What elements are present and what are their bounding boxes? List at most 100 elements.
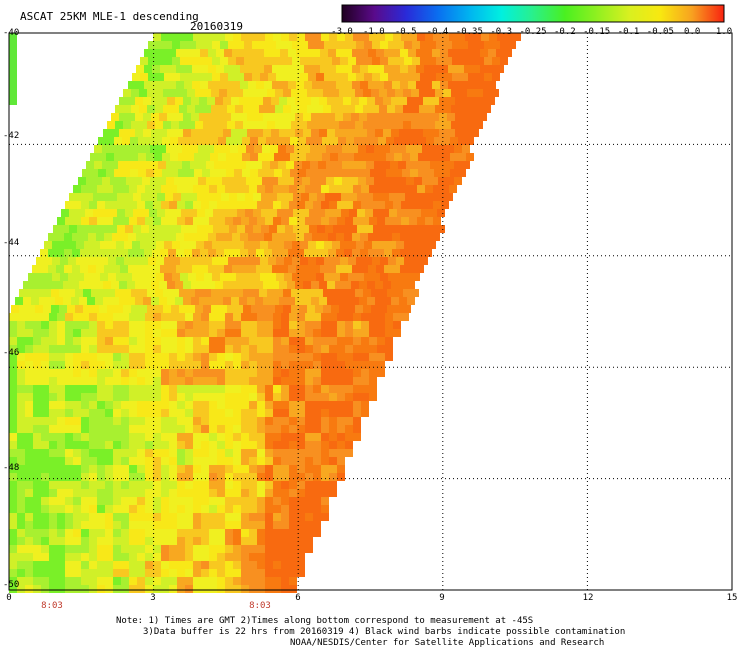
wind-cell bbox=[348, 257, 356, 265]
wind-cell bbox=[248, 81, 256, 89]
wind-cell bbox=[65, 577, 73, 585]
wind-cell bbox=[225, 537, 233, 545]
wind-cell bbox=[249, 313, 257, 321]
wind-cell bbox=[169, 321, 177, 329]
wind-cell bbox=[223, 281, 231, 289]
wind-cell bbox=[201, 561, 209, 569]
wind-cell bbox=[257, 497, 265, 505]
wind-cell bbox=[89, 521, 97, 529]
wind-cell bbox=[73, 569, 81, 577]
wind-cell bbox=[337, 369, 345, 377]
wind-cell bbox=[185, 441, 193, 449]
wind-cell bbox=[322, 153, 330, 161]
wind-cell bbox=[373, 209, 381, 217]
wind-cell bbox=[337, 337, 345, 345]
wind-cell bbox=[300, 241, 308, 249]
wind-cell bbox=[390, 177, 398, 185]
wind-cell bbox=[409, 201, 417, 209]
wind-cell bbox=[249, 457, 257, 465]
wind-cell bbox=[25, 393, 33, 401]
wind-cell bbox=[231, 113, 239, 121]
wind-cell bbox=[134, 161, 142, 169]
wind-cell bbox=[119, 97, 127, 105]
wind-cell bbox=[240, 233, 248, 241]
wind-cell bbox=[140, 273, 148, 281]
wind-cell bbox=[272, 49, 280, 57]
wind-cell bbox=[337, 201, 345, 209]
wind-cell bbox=[80, 249, 88, 257]
wind-cell bbox=[265, 409, 273, 417]
wind-cell bbox=[335, 129, 343, 137]
wind-cell bbox=[225, 521, 233, 529]
wind-cell bbox=[286, 145, 294, 153]
wind-cell bbox=[65, 521, 73, 529]
wind-cell bbox=[156, 241, 164, 249]
wind-cell bbox=[281, 337, 289, 345]
wind-cell bbox=[209, 321, 217, 329]
wind-cell bbox=[105, 505, 113, 513]
wind-cell bbox=[113, 417, 121, 425]
wind-cell bbox=[81, 417, 89, 425]
wind-cell bbox=[292, 257, 300, 265]
wind-cell bbox=[60, 257, 68, 265]
wind-cell bbox=[17, 513, 25, 521]
wind-cell bbox=[225, 569, 233, 577]
wind-cell bbox=[305, 505, 313, 513]
wind-cell bbox=[366, 177, 374, 185]
wind-cell bbox=[391, 281, 399, 289]
wind-cell bbox=[41, 489, 49, 497]
wind-cell bbox=[238, 177, 246, 185]
wind-cell bbox=[321, 481, 329, 489]
wind-cell bbox=[128, 265, 136, 273]
wind-cell bbox=[348, 273, 356, 281]
wind-cell bbox=[157, 209, 165, 217]
wind-cell bbox=[151, 129, 159, 137]
wind-cell bbox=[89, 369, 97, 377]
wind-cell bbox=[113, 345, 121, 353]
wind-cell bbox=[313, 369, 321, 377]
wind-cell bbox=[321, 473, 329, 481]
wind-cell bbox=[115, 121, 123, 129]
wind-cell bbox=[57, 353, 65, 361]
wind-cell bbox=[364, 57, 372, 65]
wind-cell bbox=[160, 81, 168, 89]
wind-cell bbox=[385, 201, 393, 209]
wind-cell bbox=[218, 137, 226, 145]
wind-cell bbox=[233, 513, 241, 521]
wind-cell bbox=[49, 529, 57, 537]
wind-cell bbox=[217, 537, 225, 545]
wind-cell bbox=[458, 137, 466, 145]
wind-cell bbox=[201, 201, 209, 209]
wind-cell bbox=[410, 153, 418, 161]
wind-cell bbox=[33, 337, 41, 345]
wind-cell bbox=[89, 393, 97, 401]
wind-cell bbox=[366, 161, 374, 169]
wind-cell bbox=[113, 473, 121, 481]
wind-cell bbox=[187, 121, 195, 129]
wind-cell bbox=[41, 385, 49, 393]
wind-cell bbox=[313, 425, 321, 433]
wind-cell bbox=[41, 409, 49, 417]
wind-cell bbox=[217, 409, 225, 417]
wind-cell bbox=[217, 425, 225, 433]
wind-cell bbox=[89, 353, 97, 361]
wind-cell bbox=[61, 209, 69, 217]
wind-cell bbox=[165, 193, 173, 201]
wind-cell bbox=[265, 481, 273, 489]
wind-cell bbox=[139, 121, 147, 129]
wind-cell bbox=[219, 305, 227, 313]
wind-cell bbox=[236, 257, 244, 265]
wind-cell bbox=[185, 433, 193, 441]
wind-cell bbox=[241, 361, 249, 369]
wind-cell bbox=[409, 217, 417, 225]
wind-cell bbox=[89, 545, 97, 553]
wind-cell bbox=[305, 457, 313, 465]
wind-cell bbox=[266, 153, 274, 161]
wind-cell bbox=[57, 449, 65, 457]
wind-cell bbox=[286, 177, 294, 185]
wind-cell bbox=[113, 377, 121, 385]
wind-cell bbox=[181, 209, 189, 217]
wind-cell bbox=[273, 569, 281, 577]
wind-cell bbox=[161, 377, 169, 385]
wind-cell bbox=[121, 577, 129, 585]
